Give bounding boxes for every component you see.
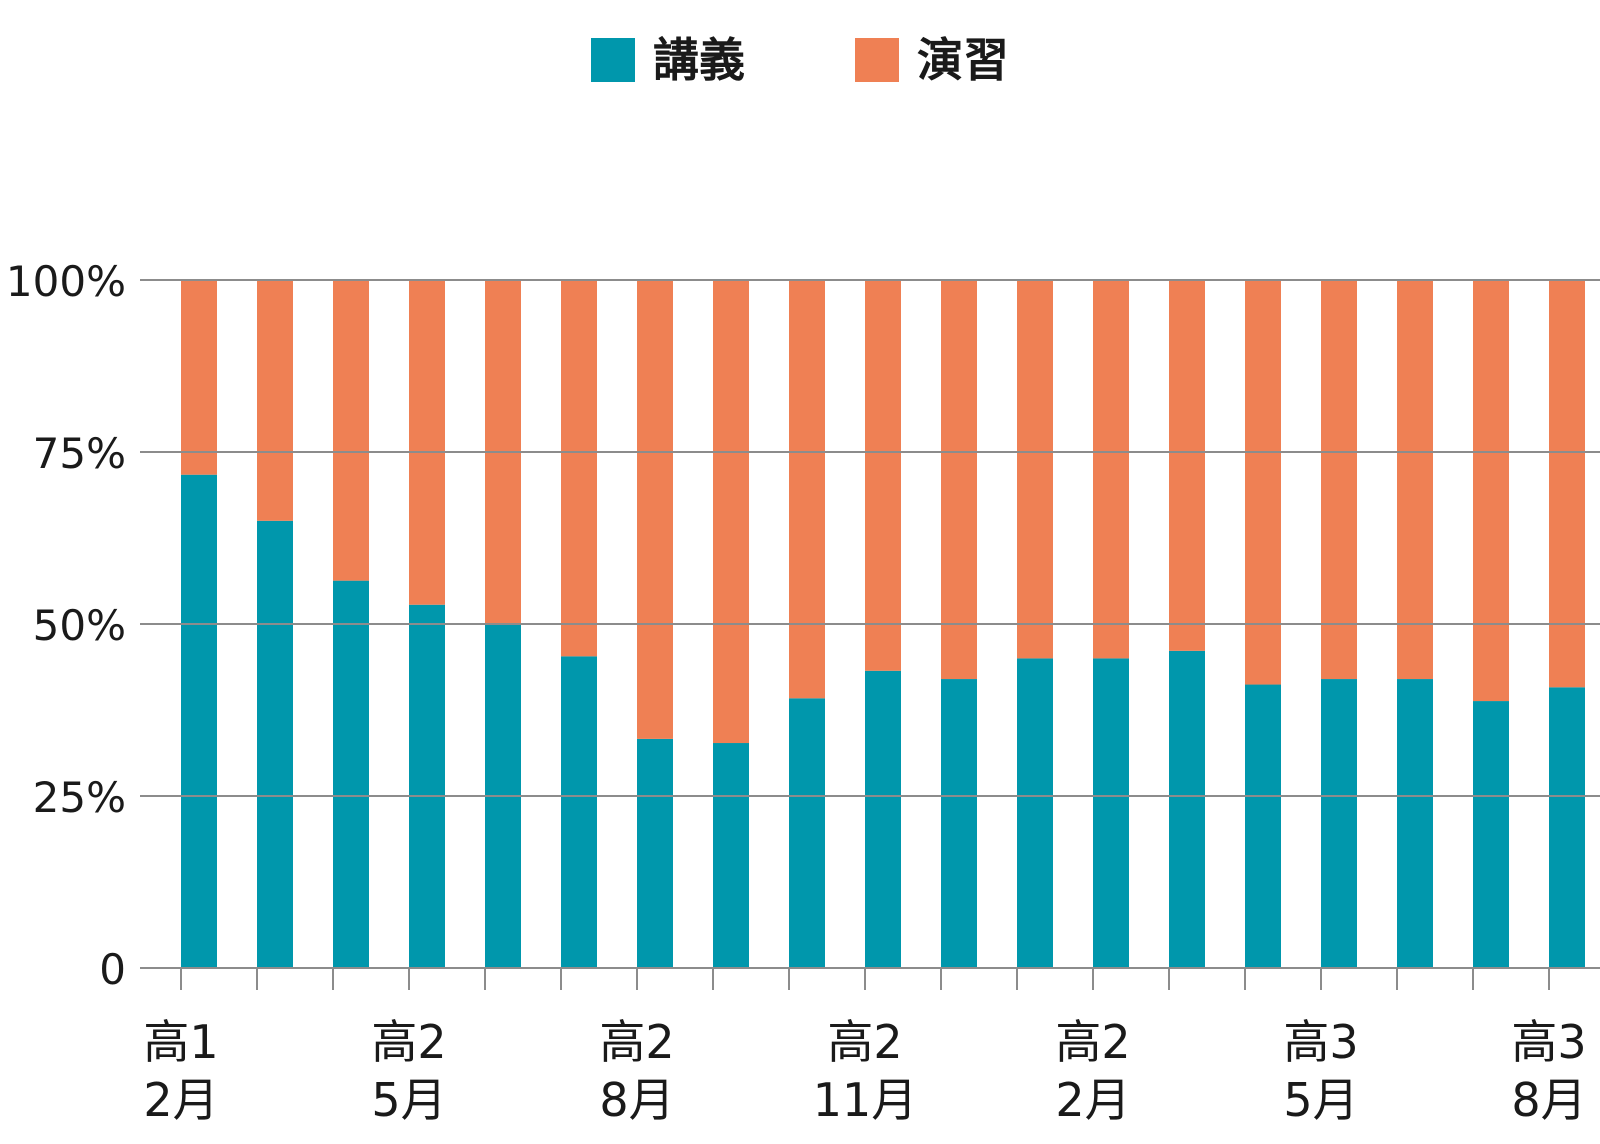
bar-practice bbox=[181, 280, 217, 475]
x-tick-label: 高1 2月 bbox=[143, 1015, 218, 1127]
bar-lecture bbox=[789, 698, 825, 968]
bar-lecture bbox=[1245, 684, 1281, 968]
x-tick-label-line: 高3 bbox=[1283, 1015, 1358, 1069]
x-tick-label-line: 5月 bbox=[1283, 1073, 1358, 1127]
legend-swatch-practice bbox=[855, 38, 899, 82]
legend-swatch-lecture bbox=[591, 38, 635, 82]
bar-lecture bbox=[1093, 658, 1129, 968]
x-tick-label-line: 高3 bbox=[1511, 1015, 1586, 1069]
bar-practice bbox=[1321, 280, 1357, 680]
y-tick-label: 50% bbox=[33, 601, 126, 650]
x-tick-label-line: 高2 bbox=[371, 1015, 446, 1069]
bar-practice bbox=[1397, 280, 1433, 680]
bar-lecture bbox=[1017, 658, 1053, 968]
x-tick-label: 高2 11月 bbox=[813, 1015, 918, 1127]
bar-lecture bbox=[257, 520, 293, 968]
legend-item-lecture: 講義 bbox=[591, 30, 745, 90]
bar-practice bbox=[941, 280, 977, 680]
bar-lecture bbox=[1169, 650, 1205, 968]
x-tick-label-line: 高2 bbox=[1055, 1015, 1130, 1069]
x-tick-label-line: 5月 bbox=[371, 1073, 446, 1127]
legend-item-practice: 演習 bbox=[855, 30, 1009, 90]
x-tick-label-line: 8月 bbox=[599, 1073, 674, 1127]
legend: 講義 演習 bbox=[0, 30, 1600, 90]
x-tick-label: 高2 8月 bbox=[599, 1015, 674, 1127]
bar-lecture bbox=[941, 679, 977, 968]
x-tick-label: 高3 5月 bbox=[1283, 1015, 1358, 1127]
bar-lecture bbox=[1549, 687, 1585, 968]
x-tick-label-line: 高1 bbox=[143, 1015, 218, 1069]
bar-practice bbox=[865, 280, 901, 671]
bar-practice bbox=[1473, 280, 1509, 702]
bar-practice bbox=[713, 280, 749, 744]
bar-practice bbox=[1549, 280, 1585, 688]
bar-lecture bbox=[713, 743, 749, 968]
y-tick-label: 100% bbox=[6, 257, 126, 306]
x-tick-label-line: 高2 bbox=[827, 1015, 902, 1069]
y-tick-label: 75% bbox=[33, 429, 126, 478]
bar-practice bbox=[637, 280, 673, 739]
bar-practice bbox=[1245, 280, 1281, 685]
bar-lecture bbox=[333, 580, 369, 968]
y-tick-label: 0 bbox=[99, 945, 126, 994]
bar-practice bbox=[1093, 280, 1129, 659]
bar-practice bbox=[1017, 280, 1053, 659]
bar-practice bbox=[561, 280, 597, 657]
bar-practice bbox=[257, 280, 293, 521]
bar-practice bbox=[1169, 280, 1205, 651]
bar-practice bbox=[789, 280, 825, 699]
bar-practice bbox=[409, 280, 445, 605]
bar-practice bbox=[333, 280, 369, 581]
x-tick-label-line: 高2 bbox=[599, 1015, 674, 1069]
bar-lecture bbox=[561, 656, 597, 968]
bar-lecture bbox=[1473, 701, 1509, 968]
legend-label-lecture: 講義 bbox=[653, 33, 745, 87]
x-tick-label-line: 11月 bbox=[813, 1073, 918, 1127]
bar-lecture bbox=[1321, 679, 1357, 968]
x-tick-label: 高3 8月 bbox=[1511, 1015, 1586, 1127]
x-tick-label-line: 2月 bbox=[143, 1073, 218, 1127]
y-tick-label: 25% bbox=[33, 773, 126, 822]
x-tick-label: 高2 5月 bbox=[371, 1015, 446, 1127]
x-tick-label-line: 2月 bbox=[1055, 1073, 1130, 1127]
bar-lecture bbox=[409, 604, 445, 968]
bar-lecture bbox=[181, 474, 217, 968]
bar-lecture bbox=[637, 738, 673, 968]
legend-label-practice: 演習 bbox=[917, 33, 1009, 87]
x-tick-label: 高2 2月 bbox=[1055, 1015, 1130, 1127]
bar-lecture bbox=[865, 670, 901, 968]
x-tick-label-line: 8月 bbox=[1511, 1073, 1586, 1127]
bar-lecture bbox=[1397, 679, 1433, 968]
